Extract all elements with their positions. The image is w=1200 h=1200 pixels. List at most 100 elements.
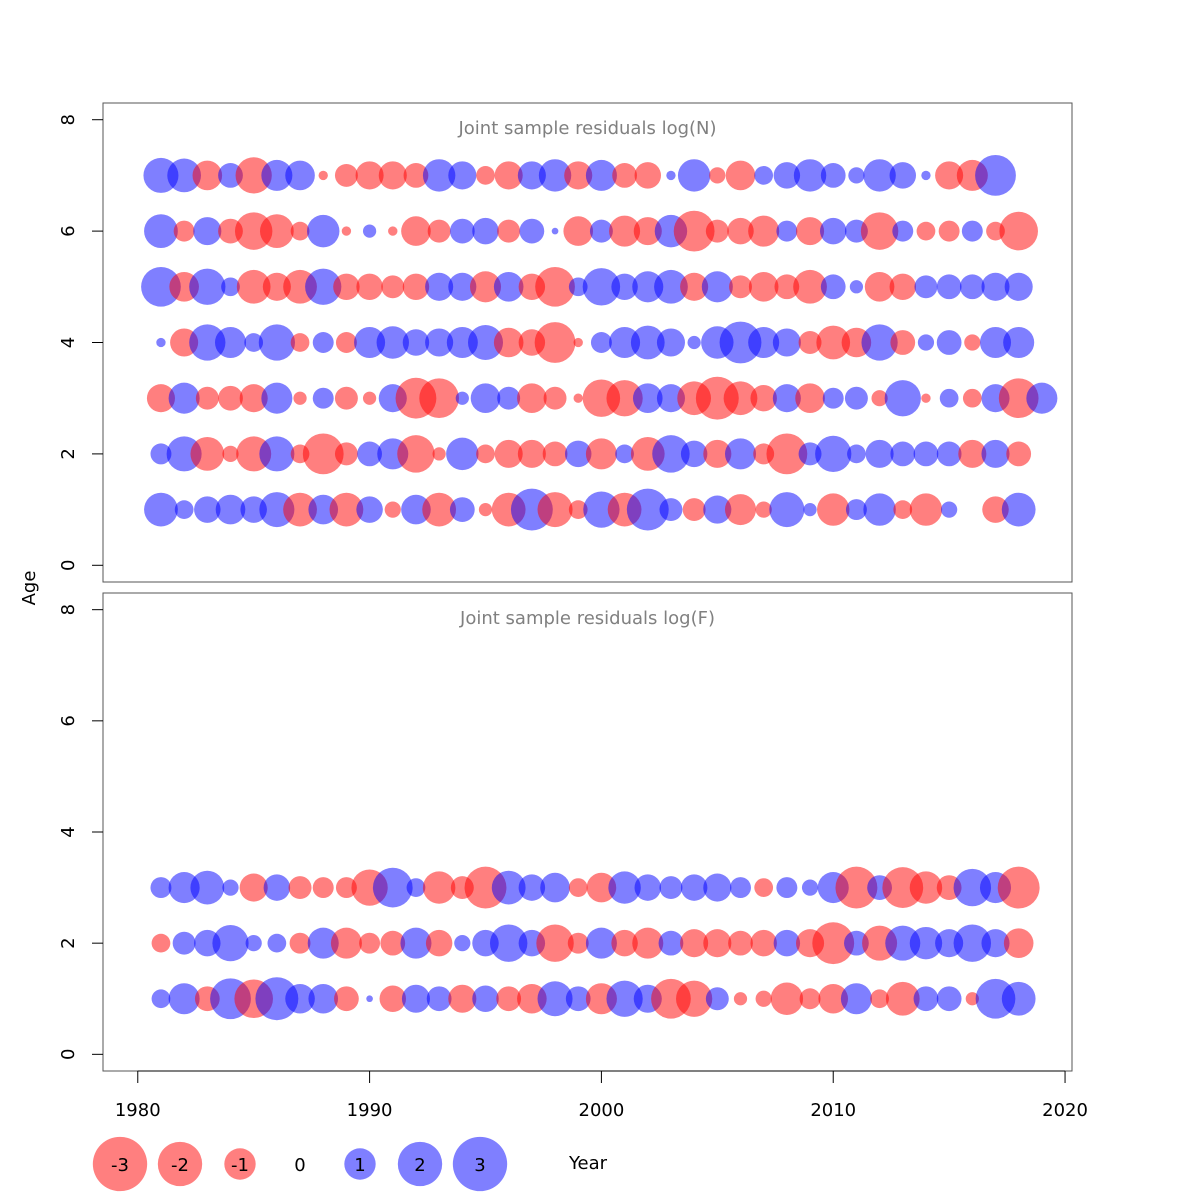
bubble (890, 330, 916, 355)
bubble (680, 272, 709, 301)
bubble (568, 277, 588, 297)
bubble (267, 933, 287, 953)
bubble (362, 391, 377, 405)
bubble (608, 871, 641, 904)
y-tick-label: 6 (58, 225, 79, 236)
bubble (494, 439, 523, 468)
bubble (774, 274, 800, 300)
bubble (1006, 441, 1032, 467)
bubble (1001, 492, 1036, 527)
legend-bubble (344, 1148, 376, 1180)
bubble (378, 161, 407, 190)
legend-label: -3 (111, 1155, 129, 1176)
bubble (723, 381, 758, 416)
bubble (755, 501, 772, 518)
bubble (573, 337, 583, 348)
bubble (634, 874, 662, 901)
bubble (959, 274, 985, 300)
bubble (892, 220, 914, 242)
bubble (341, 226, 352, 236)
bubble (921, 170, 931, 181)
bubble (847, 444, 866, 464)
bubble (585, 159, 617, 191)
bubble (141, 266, 181, 307)
panel-log-n: Joint sample residuals log(N) 0 2 4 6 8 (58, 102, 1073, 583)
bubble (222, 879, 239, 896)
bubble (214, 326, 247, 359)
bubble (402, 273, 430, 301)
bubble (568, 878, 588, 897)
bubble (308, 983, 339, 1014)
bubble (290, 333, 310, 352)
bubble (259, 214, 294, 248)
bubble (844, 930, 869, 956)
bubble (150, 877, 172, 899)
bubble (290, 221, 310, 241)
bubble (844, 386, 868, 410)
bubble (565, 986, 591, 1012)
bubble (308, 494, 339, 525)
bubble (285, 160, 315, 191)
bubble (632, 271, 664, 303)
bubble (801, 879, 819, 896)
bubble (543, 386, 567, 410)
bubble (318, 170, 328, 181)
y-tick-label: 4 (58, 337, 79, 348)
bubble (151, 933, 171, 953)
bubble (189, 324, 226, 361)
bubble (676, 980, 713, 1017)
bubble (961, 220, 983, 242)
bubble (261, 382, 293, 414)
bubble (871, 390, 888, 407)
bubble (849, 280, 864, 294)
bubble (493, 327, 524, 358)
bubble (889, 162, 917, 189)
bubble (419, 378, 459, 419)
bubble (312, 387, 334, 409)
bubble (190, 437, 225, 471)
bubble (144, 492, 178, 527)
bubble (953, 924, 992, 962)
bubble (449, 218, 475, 244)
bubble (630, 325, 665, 360)
y-tick-label: 8 (58, 604, 79, 615)
panel-log-n-title: Joint sample residuals log(N) (457, 118, 716, 139)
bubble (312, 877, 334, 899)
bubble (754, 166, 774, 185)
bubble (381, 275, 405, 299)
bubble (652, 435, 690, 473)
bubble (519, 218, 545, 244)
bubble (772, 328, 801, 357)
bubble (659, 876, 683, 900)
bubble (354, 326, 386, 359)
bubble (725, 160, 756, 191)
bubble (356, 273, 383, 301)
bubble (687, 335, 701, 350)
bubble (302, 433, 344, 475)
x-tick-label: 2010 (810, 1100, 856, 1121)
bubble (632, 383, 663, 413)
bubble (379, 985, 407, 1012)
bubble (401, 216, 431, 246)
bubble (658, 930, 684, 956)
bubble (958, 439, 987, 468)
bubble (1003, 326, 1035, 359)
bubble (359, 932, 381, 954)
bubble (748, 215, 780, 247)
bubble (497, 219, 521, 243)
bubble (981, 439, 1010, 468)
bubble (816, 325, 851, 360)
bubble (536, 924, 574, 962)
bubble (893, 500, 913, 519)
bubble (719, 321, 762, 364)
bubble (334, 442, 358, 466)
bubble (174, 500, 194, 519)
bubble (863, 159, 896, 192)
bubble (682, 498, 706, 522)
bubble (606, 980, 643, 1017)
bubble (909, 871, 943, 904)
bubble (222, 445, 239, 463)
x-tick-label: 2000 (579, 1100, 625, 1121)
y-tick-label: 8 (58, 114, 79, 125)
bubble (916, 221, 936, 241)
